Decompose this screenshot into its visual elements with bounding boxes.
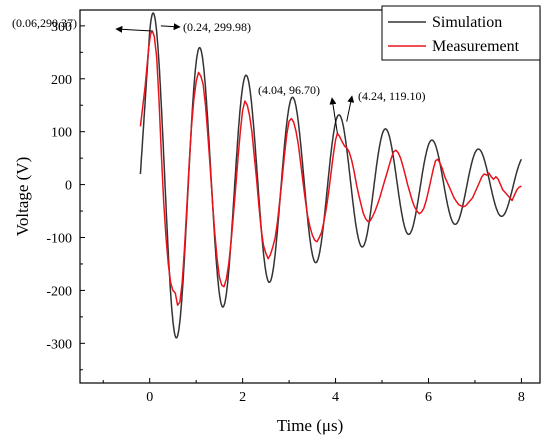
y-axis-ticks: -300 -200 -100 0 100 200 300 [46,20,85,371]
x-axis-ticks: 0 2 4 6 8 [102,378,525,405]
legend-label-simulation: Simulation [432,14,502,31]
x-tick-label: 8 [518,390,525,405]
series-layer [139,12,523,339]
annotation-label: (0.06,290.37) [12,16,77,30]
y-tick-label: 0 [65,179,72,194]
series-line-simulation [139,12,523,339]
annotation-arrow [329,97,338,134]
annotation-arrow [346,95,355,122]
annotation-label: (0.24, 299.98) [183,20,251,34]
y-tick-label: 200 [51,73,72,88]
annotation-layer: (0.06,290.37) (0.24, 299.98) (4.04, 96.70)… [12,16,426,134]
y-tick-label: -300 [46,337,72,352]
annotation-arrow [160,23,181,31]
x-tick-label: 0 [146,390,153,405]
x-tick-label: 6 [425,390,432,405]
y-tick-label: 300 [51,20,72,35]
annotation-label: (4.24, 119.10) [358,89,426,103]
x-tick-label: 4 [332,390,339,405]
x-axis-title: Time (μs) [277,416,344,435]
y-tick-label: -100 [46,232,72,247]
legend-label-measurement: Measurement [432,38,520,55]
annotation-label: (4.04, 96.70) [258,83,320,97]
y-tick-label: -200 [46,284,72,299]
x-tick-label: 2 [239,390,246,405]
y-axis-title: Voltage (V) [13,157,32,236]
legend: Simulation Measurement [381,5,541,61]
legend-box [381,5,541,61]
series-line-measurement [139,30,522,306]
plot-frame [79,9,541,384]
annotation-arrow [115,25,153,33]
y-tick-label: 100 [51,126,72,141]
